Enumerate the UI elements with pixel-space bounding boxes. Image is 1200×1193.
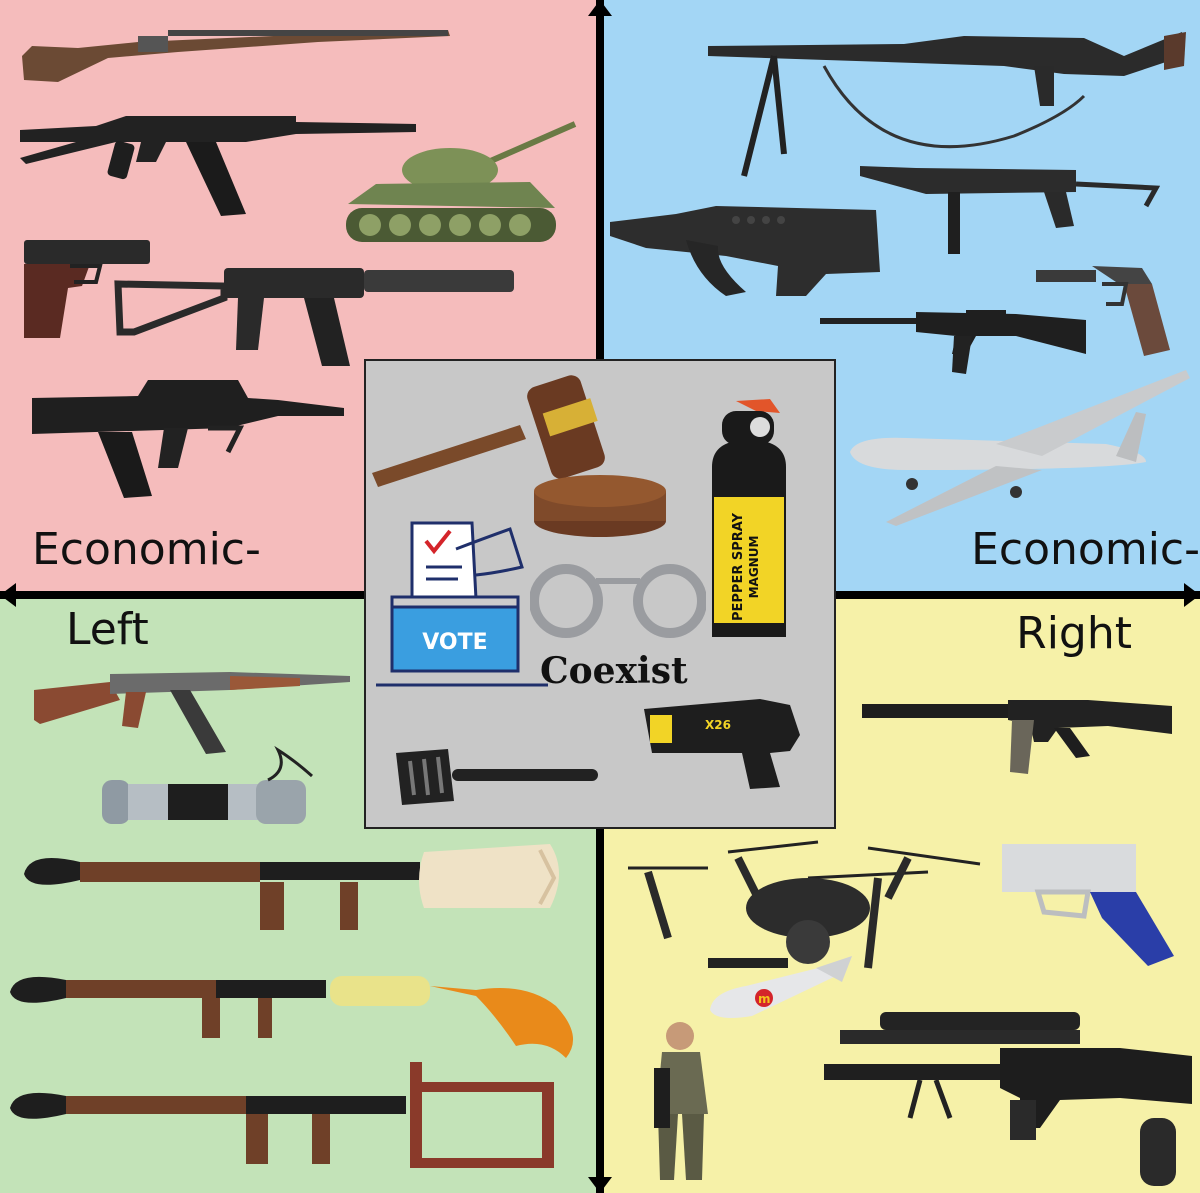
- coexist-sign: Coexist: [536, 645, 726, 693]
- machine-gun-icon: [704, 26, 1188, 186]
- tactical-rifle-icon: [820, 1008, 1196, 1188]
- m16-rifle-icon: [816, 302, 1090, 378]
- submachine-gun-icon: [856, 158, 1160, 258]
- ak47-icon: [30, 664, 352, 756]
- pipe-bomb-icon: [98, 740, 318, 828]
- pepper-spray-icon: PEPPER SPRAY MAGNUM: [706, 397, 792, 643]
- suppressed-rifle-icon: [114, 262, 518, 370]
- arrow-up-icon: [588, 0, 612, 16]
- vote-label: VOTE: [422, 630, 487, 655]
- spray-label-line1: PEPPER SPRAY: [731, 512, 746, 621]
- spray-label-line2: MAGNUM: [747, 536, 761, 599]
- taser-icon: X26: [640, 695, 806, 791]
- axis-label-economic-right: Economic-: [971, 524, 1200, 575]
- spatula-icon: [392, 745, 602, 807]
- axis-label-right: Right: [1016, 608, 1132, 659]
- missile-icon: m: [706, 952, 856, 1024]
- axis-label-left: Left: [66, 604, 149, 655]
- tank-icon: [340, 120, 580, 250]
- handcuffs-icon: [530, 551, 706, 643]
- ar15-icon: [858, 694, 1176, 778]
- center-box: PEPPER SPRAY MAGNUM VOTE: [364, 359, 836, 829]
- reaper-drone-icon: [846, 366, 1192, 528]
- bullpup-rifle-icon: [28, 372, 348, 500]
- svg-text:m: m: [758, 992, 771, 1006]
- printed-pistol-icon: [998, 838, 1178, 970]
- rpg-molotov-icon: [6, 966, 584, 1062]
- rpg-guillotine-icon: [6, 1058, 558, 1172]
- child-soldier-icon: [644, 1018, 724, 1188]
- pistol-icon: [20, 236, 152, 340]
- luger-pistol-icon: [1032, 264, 1174, 360]
- folding-stock-rifle-icon: [16, 102, 426, 218]
- arrow-right-icon: [1184, 583, 1200, 607]
- bullpup-assault-rifle-icon: [606, 196, 886, 306]
- rpg-ice-cream-icon: [20, 840, 564, 944]
- coexist-label: Coexist: [540, 650, 688, 692]
- arrow-down-icon: [588, 1177, 612, 1193]
- quadcopter-drone-icon: [608, 838, 988, 980]
- ballot-box-icon: VOTE: [372, 519, 552, 709]
- bolt-action-rifle-icon: [18, 22, 458, 84]
- gavel-icon: [368, 373, 668, 539]
- taser-label: X26: [705, 718, 731, 732]
- arrow-left-icon: [0, 583, 16, 607]
- axis-label-economic-left: Economic-: [32, 524, 261, 575]
